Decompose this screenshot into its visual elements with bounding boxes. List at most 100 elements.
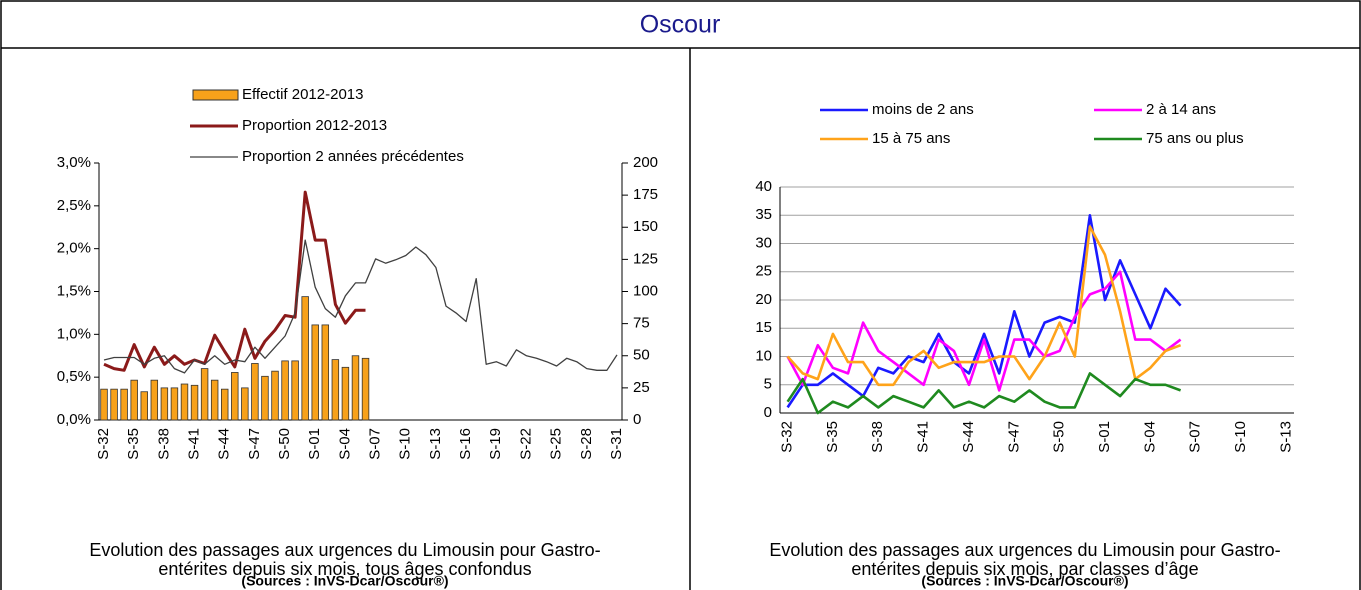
series-line <box>786 372 1182 415</box>
legend-label: 75 ans ou plus <box>1146 130 1244 147</box>
series-line <box>103 239 618 374</box>
x-tick-label: S-10 <box>1232 421 1249 453</box>
x-tick-label: S-04 <box>1141 421 1158 453</box>
legend-label: 15 à 75 ans <box>872 130 950 147</box>
x-tick-label: S-01 <box>306 428 323 460</box>
bar <box>351 355 360 421</box>
x-tick-label: S-19 <box>487 428 504 460</box>
x-tick-label: S-13 <box>1277 421 1294 453</box>
x-tick-label: S-38 <box>155 428 172 460</box>
y-tick-label: 2,5% <box>57 197 91 214</box>
y2-tick-label: 125 <box>633 250 658 267</box>
y-tick-label: 1,5% <box>57 282 91 299</box>
y2-tick-label: 25 <box>633 379 650 396</box>
y-tick-label: 0 <box>764 404 772 421</box>
y2-tick-label: 75 <box>633 315 650 332</box>
x-tick-label: S-44 <box>960 421 977 453</box>
bar <box>170 387 179 421</box>
x-tick-label: S-13 <box>427 428 444 460</box>
bar <box>140 391 148 421</box>
bar <box>200 368 209 421</box>
header-title: Oscour <box>640 11 721 39</box>
y2-tick-label: 50 <box>633 347 650 364</box>
legend-label: 2 à 14 ans <box>1146 101 1216 118</box>
caption: entérites depuis six mois, par classes d… <box>851 559 1198 579</box>
x-tick-label: S-47 <box>246 428 263 460</box>
bar <box>321 324 330 421</box>
bar <box>130 379 138 421</box>
caption: entérites depuis six mois, tous âges con… <box>158 559 531 579</box>
bar <box>251 363 259 421</box>
y-tick-label: 10 <box>755 347 772 364</box>
x-tick-label: S-32 <box>95 428 112 460</box>
series-line <box>786 214 1182 409</box>
bar <box>281 360 289 421</box>
bar <box>160 387 169 421</box>
legend-swatch <box>192 89 239 101</box>
x-tick-label: S-32 <box>779 421 796 453</box>
source: (Sources : InVS-Dcar/Oscour®) <box>241 573 448 589</box>
x-tick-label: S-04 <box>336 428 353 460</box>
x-tick-label: S-07 <box>1187 421 1204 453</box>
y2-tick-label: 200 <box>633 154 658 171</box>
bar <box>110 388 118 421</box>
legend-label: Effectif 2012-2013 <box>242 86 363 103</box>
bar <box>361 357 370 421</box>
x-tick-label: S-31 <box>608 428 625 460</box>
y-tick-label: 30 <box>755 234 772 251</box>
x-tick-label: S-16 <box>457 428 474 460</box>
y2-tick-label: 0 <box>633 411 641 428</box>
x-tick-label: S-41 <box>186 428 203 460</box>
y2-tick-label: 100 <box>633 282 658 299</box>
x-tick-label: S-25 <box>548 428 565 460</box>
y-tick-label: 35 <box>755 206 772 223</box>
y-tick-label: 5 <box>764 376 772 393</box>
bar <box>100 388 108 421</box>
x-tick-label: S-44 <box>216 428 233 460</box>
bar <box>150 379 159 421</box>
bar <box>261 375 269 421</box>
x-tick-label: S-07 <box>367 428 384 460</box>
x-tick-label: S-41 <box>915 421 932 453</box>
legend-label: moins de 2 ans <box>872 101 974 118</box>
y2-tick-label: 175 <box>633 186 658 203</box>
series-line <box>786 270 1182 392</box>
series-line <box>103 190 366 372</box>
bar <box>301 296 309 421</box>
x-tick-label: S-35 <box>125 428 142 460</box>
y-tick-label: 20 <box>755 291 772 308</box>
y-tick-label: 15 <box>755 319 772 336</box>
y-tick-label: 0,0% <box>57 411 91 428</box>
legend-label: Proportion 2 années précédentes <box>242 148 464 165</box>
bar <box>291 360 299 421</box>
series-line <box>786 225 1182 387</box>
legend-label: Proportion 2012-2013 <box>242 117 387 134</box>
x-tick-label: S-50 <box>276 428 293 460</box>
caption: Evolution des passages aux urgences du L… <box>89 540 600 560</box>
caption: Evolution des passages aux urgences du L… <box>769 540 1280 560</box>
bar <box>120 388 128 421</box>
y-tick-label: 0,5% <box>57 368 91 385</box>
bar <box>221 388 229 421</box>
x-tick-label: S-50 <box>1051 421 1068 453</box>
y2-tick-label: 150 <box>633 218 658 235</box>
bar <box>210 379 219 421</box>
bar <box>180 383 189 421</box>
source: (Sources : InVS-Dcar/Oscour®) <box>921 573 1128 589</box>
x-tick-label: S-10 <box>397 428 414 460</box>
y-tick-label: 1,0% <box>57 325 91 342</box>
bar <box>341 366 350 421</box>
y-tick-label: 40 <box>755 178 772 195</box>
x-tick-label: S-35 <box>824 421 841 453</box>
bar <box>271 370 279 421</box>
bar <box>311 324 319 421</box>
x-tick-label: S-28 <box>578 428 595 460</box>
x-tick-label: S-47 <box>1005 421 1022 453</box>
y-tick-label: 3,0% <box>57 154 91 171</box>
bar <box>231 372 239 421</box>
bar <box>241 387 249 421</box>
x-tick-label: S-38 <box>869 421 886 453</box>
x-tick-label: S-22 <box>517 428 534 460</box>
bar <box>331 359 340 421</box>
